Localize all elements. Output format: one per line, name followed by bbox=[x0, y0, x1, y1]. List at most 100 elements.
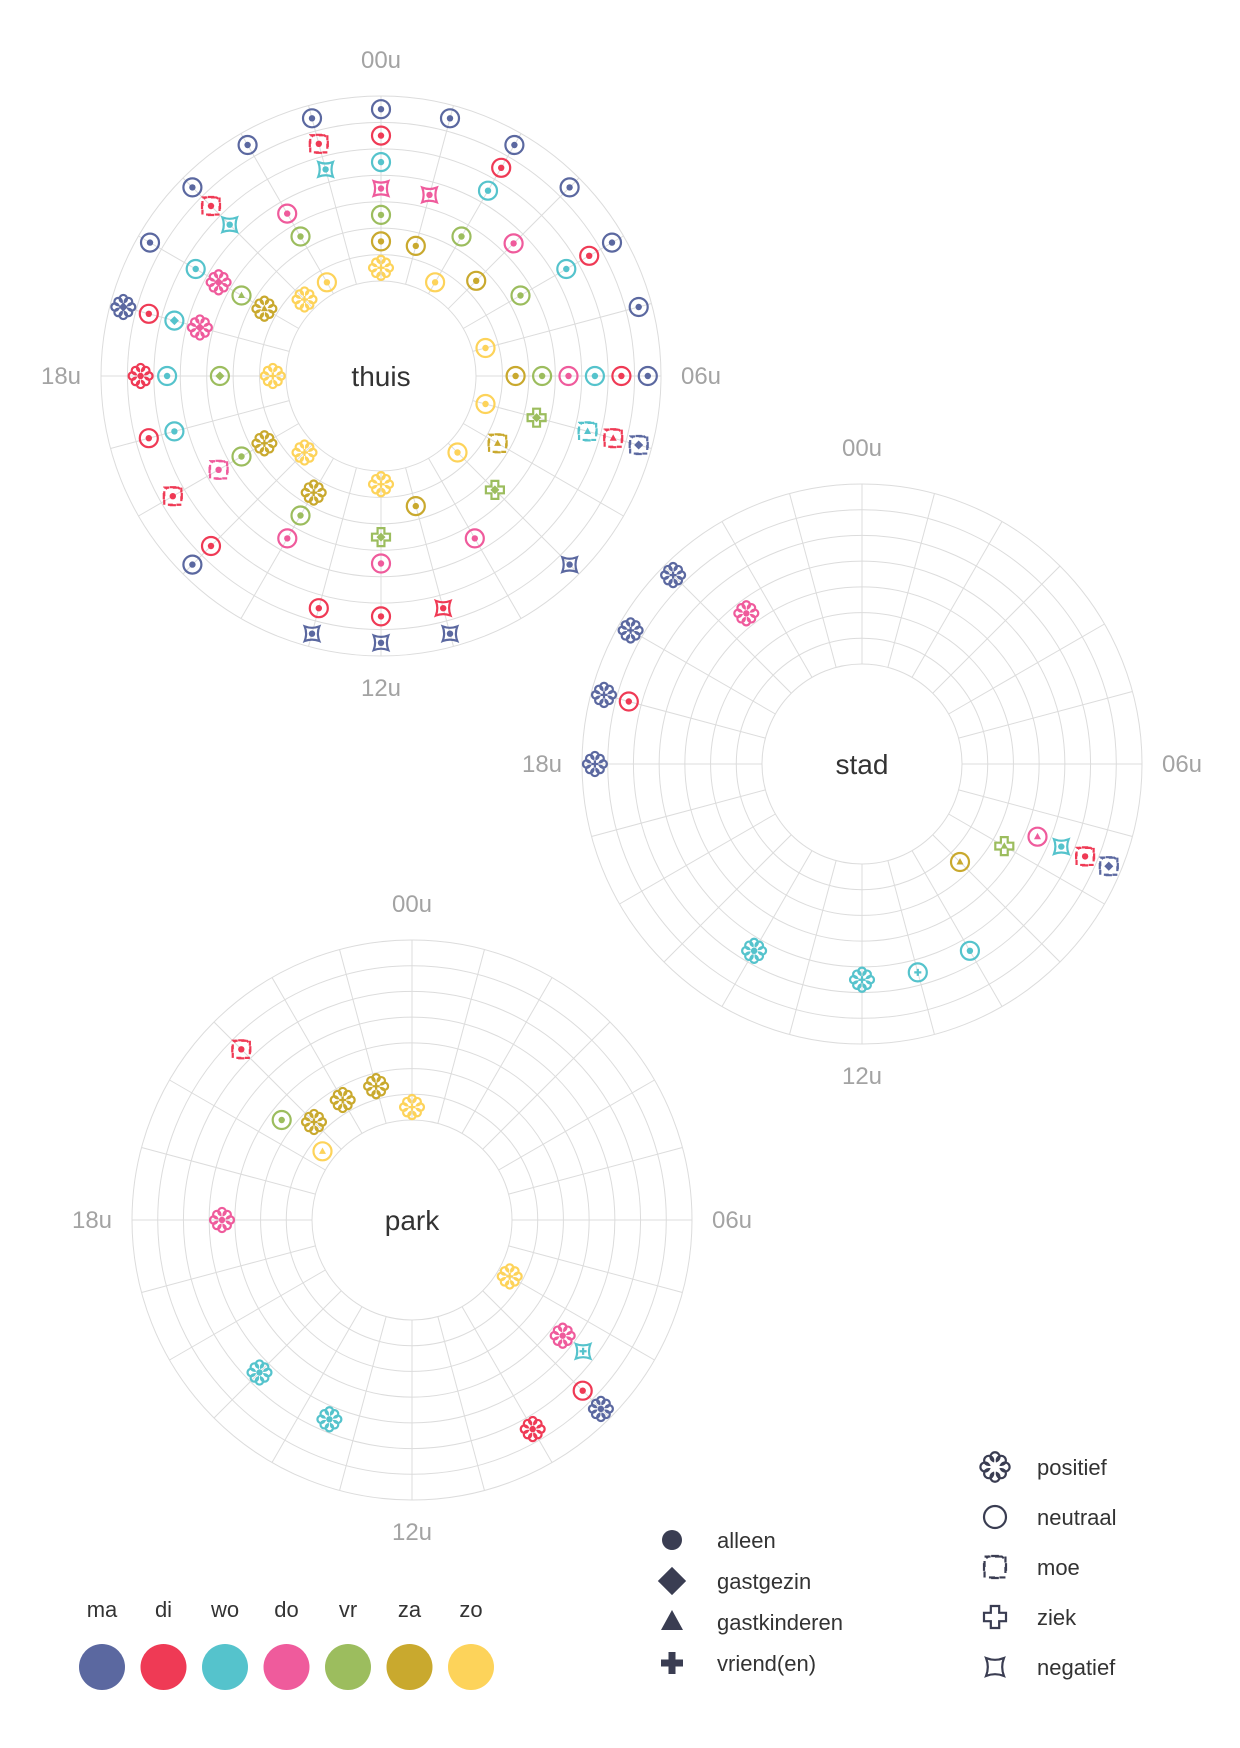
data-point bbox=[475, 393, 496, 415]
hour-spoke bbox=[213, 1021, 342, 1150]
legend-day-ma: ma bbox=[79, 1597, 125, 1690]
data-point bbox=[316, 160, 335, 179]
hour-spoke bbox=[958, 691, 1133, 739]
data-point bbox=[290, 505, 311, 526]
hour-spoke bbox=[308, 105, 357, 285]
legend-day-wo: wo bbox=[202, 1597, 248, 1690]
polar-chart-thuis: 00u 06u 12u 18u thuis bbox=[41, 47, 721, 702]
data-point bbox=[251, 430, 278, 457]
legend-day-swatch bbox=[202, 1644, 248, 1690]
data-point bbox=[200, 195, 222, 217]
legend-layer: alleen gastgezin gastkinderen vriend(en) pos… bbox=[79, 1451, 1117, 1690]
legend-day-swatch bbox=[140, 1644, 187, 1690]
data-point bbox=[994, 835, 1015, 857]
hour-spoke bbox=[461, 977, 553, 1134]
data-point bbox=[440, 624, 460, 643]
hour-spoke bbox=[405, 467, 454, 647]
data-point bbox=[371, 633, 391, 653]
data-point bbox=[370, 99, 392, 120]
data-point bbox=[581, 750, 608, 778]
data-point bbox=[164, 310, 185, 331]
data-point bbox=[138, 303, 159, 324]
data-point bbox=[475, 337, 496, 359]
data-point bbox=[205, 269, 232, 296]
data-point bbox=[549, 1322, 576, 1349]
data-point bbox=[127, 362, 154, 390]
data-point bbox=[556, 258, 577, 280]
data-point bbox=[363, 1073, 390, 1100]
data-point bbox=[186, 314, 213, 341]
data-point bbox=[477, 180, 499, 201]
data-point bbox=[164, 421, 185, 442]
data-point bbox=[316, 272, 337, 293]
hour-spoke bbox=[472, 400, 652, 449]
hour-label-12: 12u bbox=[361, 675, 401, 702]
legend-company-label: gastgezin bbox=[717, 1569, 811, 1594]
hour-label-18: 18u bbox=[41, 363, 81, 390]
data-point bbox=[301, 108, 323, 129]
data-point bbox=[1027, 826, 1048, 847]
data-point bbox=[464, 528, 485, 549]
hour-spoke bbox=[887, 493, 935, 668]
data-point bbox=[290, 226, 311, 247]
data-point bbox=[949, 851, 971, 873]
data-point bbox=[370, 231, 392, 252]
data-point bbox=[291, 286, 318, 313]
legend-day-label: zo bbox=[459, 1597, 482, 1622]
data-point bbox=[741, 937, 768, 964]
data-point bbox=[572, 1380, 593, 1401]
data-point bbox=[618, 691, 639, 712]
data-point bbox=[316, 1406, 343, 1433]
hour-spoke bbox=[508, 1147, 683, 1195]
hour-label-18: 18u bbox=[72, 1207, 112, 1234]
legend-day-swatch bbox=[448, 1644, 494, 1690]
hour-spoke bbox=[482, 1021, 611, 1150]
data-point bbox=[503, 233, 524, 254]
data-point bbox=[433, 598, 453, 618]
data-point bbox=[1052, 837, 1071, 856]
data-point bbox=[277, 203, 298, 224]
data-point bbox=[237, 134, 258, 156]
data-point bbox=[591, 681, 617, 708]
hour-spoke bbox=[498, 1269, 655, 1361]
data-point bbox=[558, 365, 579, 387]
data-point bbox=[231, 446, 252, 467]
data-point bbox=[526, 407, 547, 428]
data-point bbox=[368, 471, 394, 498]
data-point bbox=[209, 1206, 235, 1234]
hour-spoke bbox=[619, 813, 776, 905]
legend-day-swatch bbox=[325, 1644, 371, 1690]
data-point bbox=[959, 940, 981, 961]
hour-spoke bbox=[663, 565, 792, 694]
chart-center-label-stad: stad bbox=[836, 749, 889, 780]
data-point bbox=[587, 1395, 614, 1422]
data-point bbox=[510, 285, 531, 306]
hour-spoke bbox=[141, 1147, 316, 1195]
hour-label-00: 00u bbox=[392, 891, 432, 918]
data-point bbox=[849, 966, 875, 993]
legend-day-do: do bbox=[263, 1597, 310, 1690]
data-point bbox=[370, 204, 392, 225]
legend-company-label: alleen bbox=[717, 1528, 776, 1553]
data-point bbox=[246, 1359, 273, 1386]
legend-day-label: do bbox=[274, 1597, 298, 1622]
legend-mood-label: neutraal bbox=[1037, 1505, 1117, 1530]
hour-spoke bbox=[789, 493, 837, 668]
data-point bbox=[660, 562, 687, 589]
data-point bbox=[371, 179, 391, 198]
hour-label-12: 12u bbox=[392, 1519, 432, 1546]
data-point bbox=[496, 1263, 523, 1290]
hour-label-12: 12u bbox=[842, 1063, 882, 1090]
hour-spoke bbox=[591, 789, 766, 837]
hour-spoke bbox=[958, 789, 1133, 837]
hour-spoke bbox=[437, 949, 485, 1124]
hour-label-00: 00u bbox=[361, 47, 401, 74]
legend-day-label: wo bbox=[210, 1597, 239, 1622]
data-point bbox=[220, 215, 239, 234]
hour-spoke bbox=[508, 1245, 683, 1293]
legend-day-swatch bbox=[263, 1644, 310, 1690]
hour-spoke bbox=[339, 1316, 387, 1491]
legend-mood-negatief: negatief bbox=[984, 1655, 1116, 1680]
hour-label-18: 18u bbox=[522, 751, 562, 778]
data-point bbox=[308, 133, 329, 154]
